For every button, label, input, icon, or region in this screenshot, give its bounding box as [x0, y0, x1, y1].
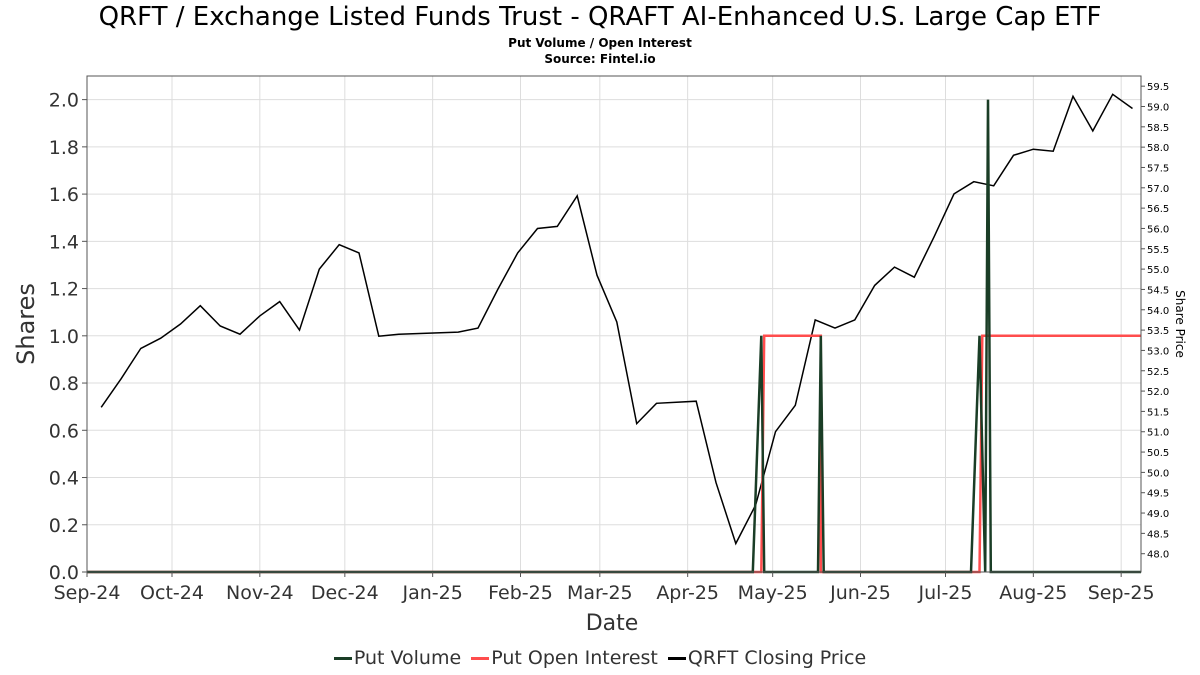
- y2-tick-label: 59.0: [1147, 102, 1169, 113]
- legend-swatch-put-open-interest: [471, 657, 490, 660]
- chart-legend: Put Volume Put Open Interest QRFT Closin…: [0, 647, 1200, 669]
- y2-tick-label: 49.5: [1147, 489, 1169, 500]
- y2-tick-label: 52.5: [1147, 367, 1169, 378]
- y2-tick-label: 48.0: [1147, 550, 1169, 561]
- y-tick-label: 1.6: [49, 184, 79, 206]
- y2-tick-label: 58.0: [1147, 143, 1169, 154]
- y2-tick-label: 54.0: [1147, 306, 1169, 317]
- y2-tick-label: 53.0: [1147, 346, 1169, 357]
- legend-swatch-put-volume: [333, 657, 352, 660]
- x-tick-label: Aug-25: [999, 582, 1067, 604]
- legend-item-put-volume: Put Volume: [333, 647, 462, 669]
- y2-tick-label: 48.5: [1147, 529, 1169, 540]
- x-tick-label: Mar-25: [567, 582, 633, 604]
- chart-subtitle: Put Volume / Open Interest: [508, 36, 692, 50]
- x-tick-label: Nov-24: [226, 582, 294, 604]
- y-tick-label: 1.8: [49, 137, 79, 159]
- series-line-put-open-interest: [87, 334, 1141, 574]
- y2-tick-label: 56.5: [1147, 204, 1169, 215]
- y2-tick-label: 57.5: [1147, 163, 1169, 174]
- series-layer: [87, 93, 1141, 574]
- y-tick-label: 1.4: [49, 231, 79, 253]
- plot-frame: [86, 75, 1142, 573]
- y2-tick-label: 59.5: [1147, 82, 1169, 93]
- y2-tick-label: 58.5: [1147, 123, 1169, 134]
- y-tick-label: 0.8: [49, 373, 79, 395]
- x-tick-label: Feb-25: [488, 582, 553, 604]
- legend-label-closing-price: QRFT Closing Price: [687, 647, 867, 669]
- y2-tick-label: 52.0: [1147, 387, 1169, 398]
- x-tick-label: Apr-25: [656, 582, 719, 604]
- y-tick-label: 0.2: [49, 515, 79, 537]
- x-tick-label: Jun-25: [829, 582, 891, 604]
- y2-tick-label: 51.0: [1147, 428, 1169, 439]
- legend-swatch-closing-price: [667, 657, 686, 660]
- series-line-qrft-closing-price: [100, 93, 1133, 546]
- y2-tick-label: 49.0: [1147, 509, 1169, 520]
- y-axis-label: Shares: [12, 283, 40, 365]
- y2-tick-label: 56.0: [1147, 224, 1169, 235]
- y-tick-label: 0.6: [49, 420, 79, 442]
- x-tick-label: Jan-25: [402, 582, 463, 604]
- y-tick-label: 2.0: [49, 90, 79, 112]
- legend-label-put-open-interest: Put Open Interest: [491, 647, 658, 669]
- y2-tick-label: 55.0: [1147, 265, 1169, 276]
- x-tick-label: Sep-25: [1088, 582, 1155, 604]
- x-axis-label: Date: [586, 611, 639, 636]
- y2-tick-label: 50.0: [1147, 468, 1169, 479]
- chart-title: QRFT / Exchange Listed Funds Trust - QRA…: [98, 2, 1102, 32]
- y2-tick-label: 57.0: [1147, 184, 1169, 195]
- x-tick-label: Dec-24: [311, 582, 379, 604]
- gridlines: [86, 76, 1141, 573]
- y-tick-label: 0.0: [49, 562, 79, 584]
- y-tick-label: 1.2: [49, 279, 79, 301]
- y-tick-label: 1.0: [49, 326, 79, 348]
- x-tick-label: Oct-24: [140, 582, 204, 604]
- x-tick-label: May-25: [738, 582, 808, 604]
- y-tick-label: 0.4: [49, 468, 79, 490]
- legend-item-put-open-interest: Put Open Interest: [471, 647, 658, 669]
- x-tick-label: Jul-25: [918, 582, 973, 604]
- chart-source: Source: Fintel.io: [544, 52, 656, 66]
- axes: Sep-24 Oct-24 Nov-24 Dec-24 Jan-25 Feb-25 Mar-…: [49, 82, 1169, 604]
- legend-item-closing-price: QRFT Closing Price: [667, 647, 867, 669]
- x-tick-label: Sep-24: [54, 582, 121, 604]
- y2-tick-label: 50.5: [1147, 448, 1169, 459]
- y2-tick-label: 53.5: [1147, 326, 1169, 337]
- legend-label-put-volume: Put Volume: [353, 647, 462, 669]
- y2-tick-label: 54.5: [1147, 285, 1169, 296]
- y2-tick-label: 55.5: [1147, 245, 1169, 256]
- y2-axis-label: Share Price: [1173, 290, 1187, 358]
- y2-tick-label: 51.5: [1147, 407, 1169, 418]
